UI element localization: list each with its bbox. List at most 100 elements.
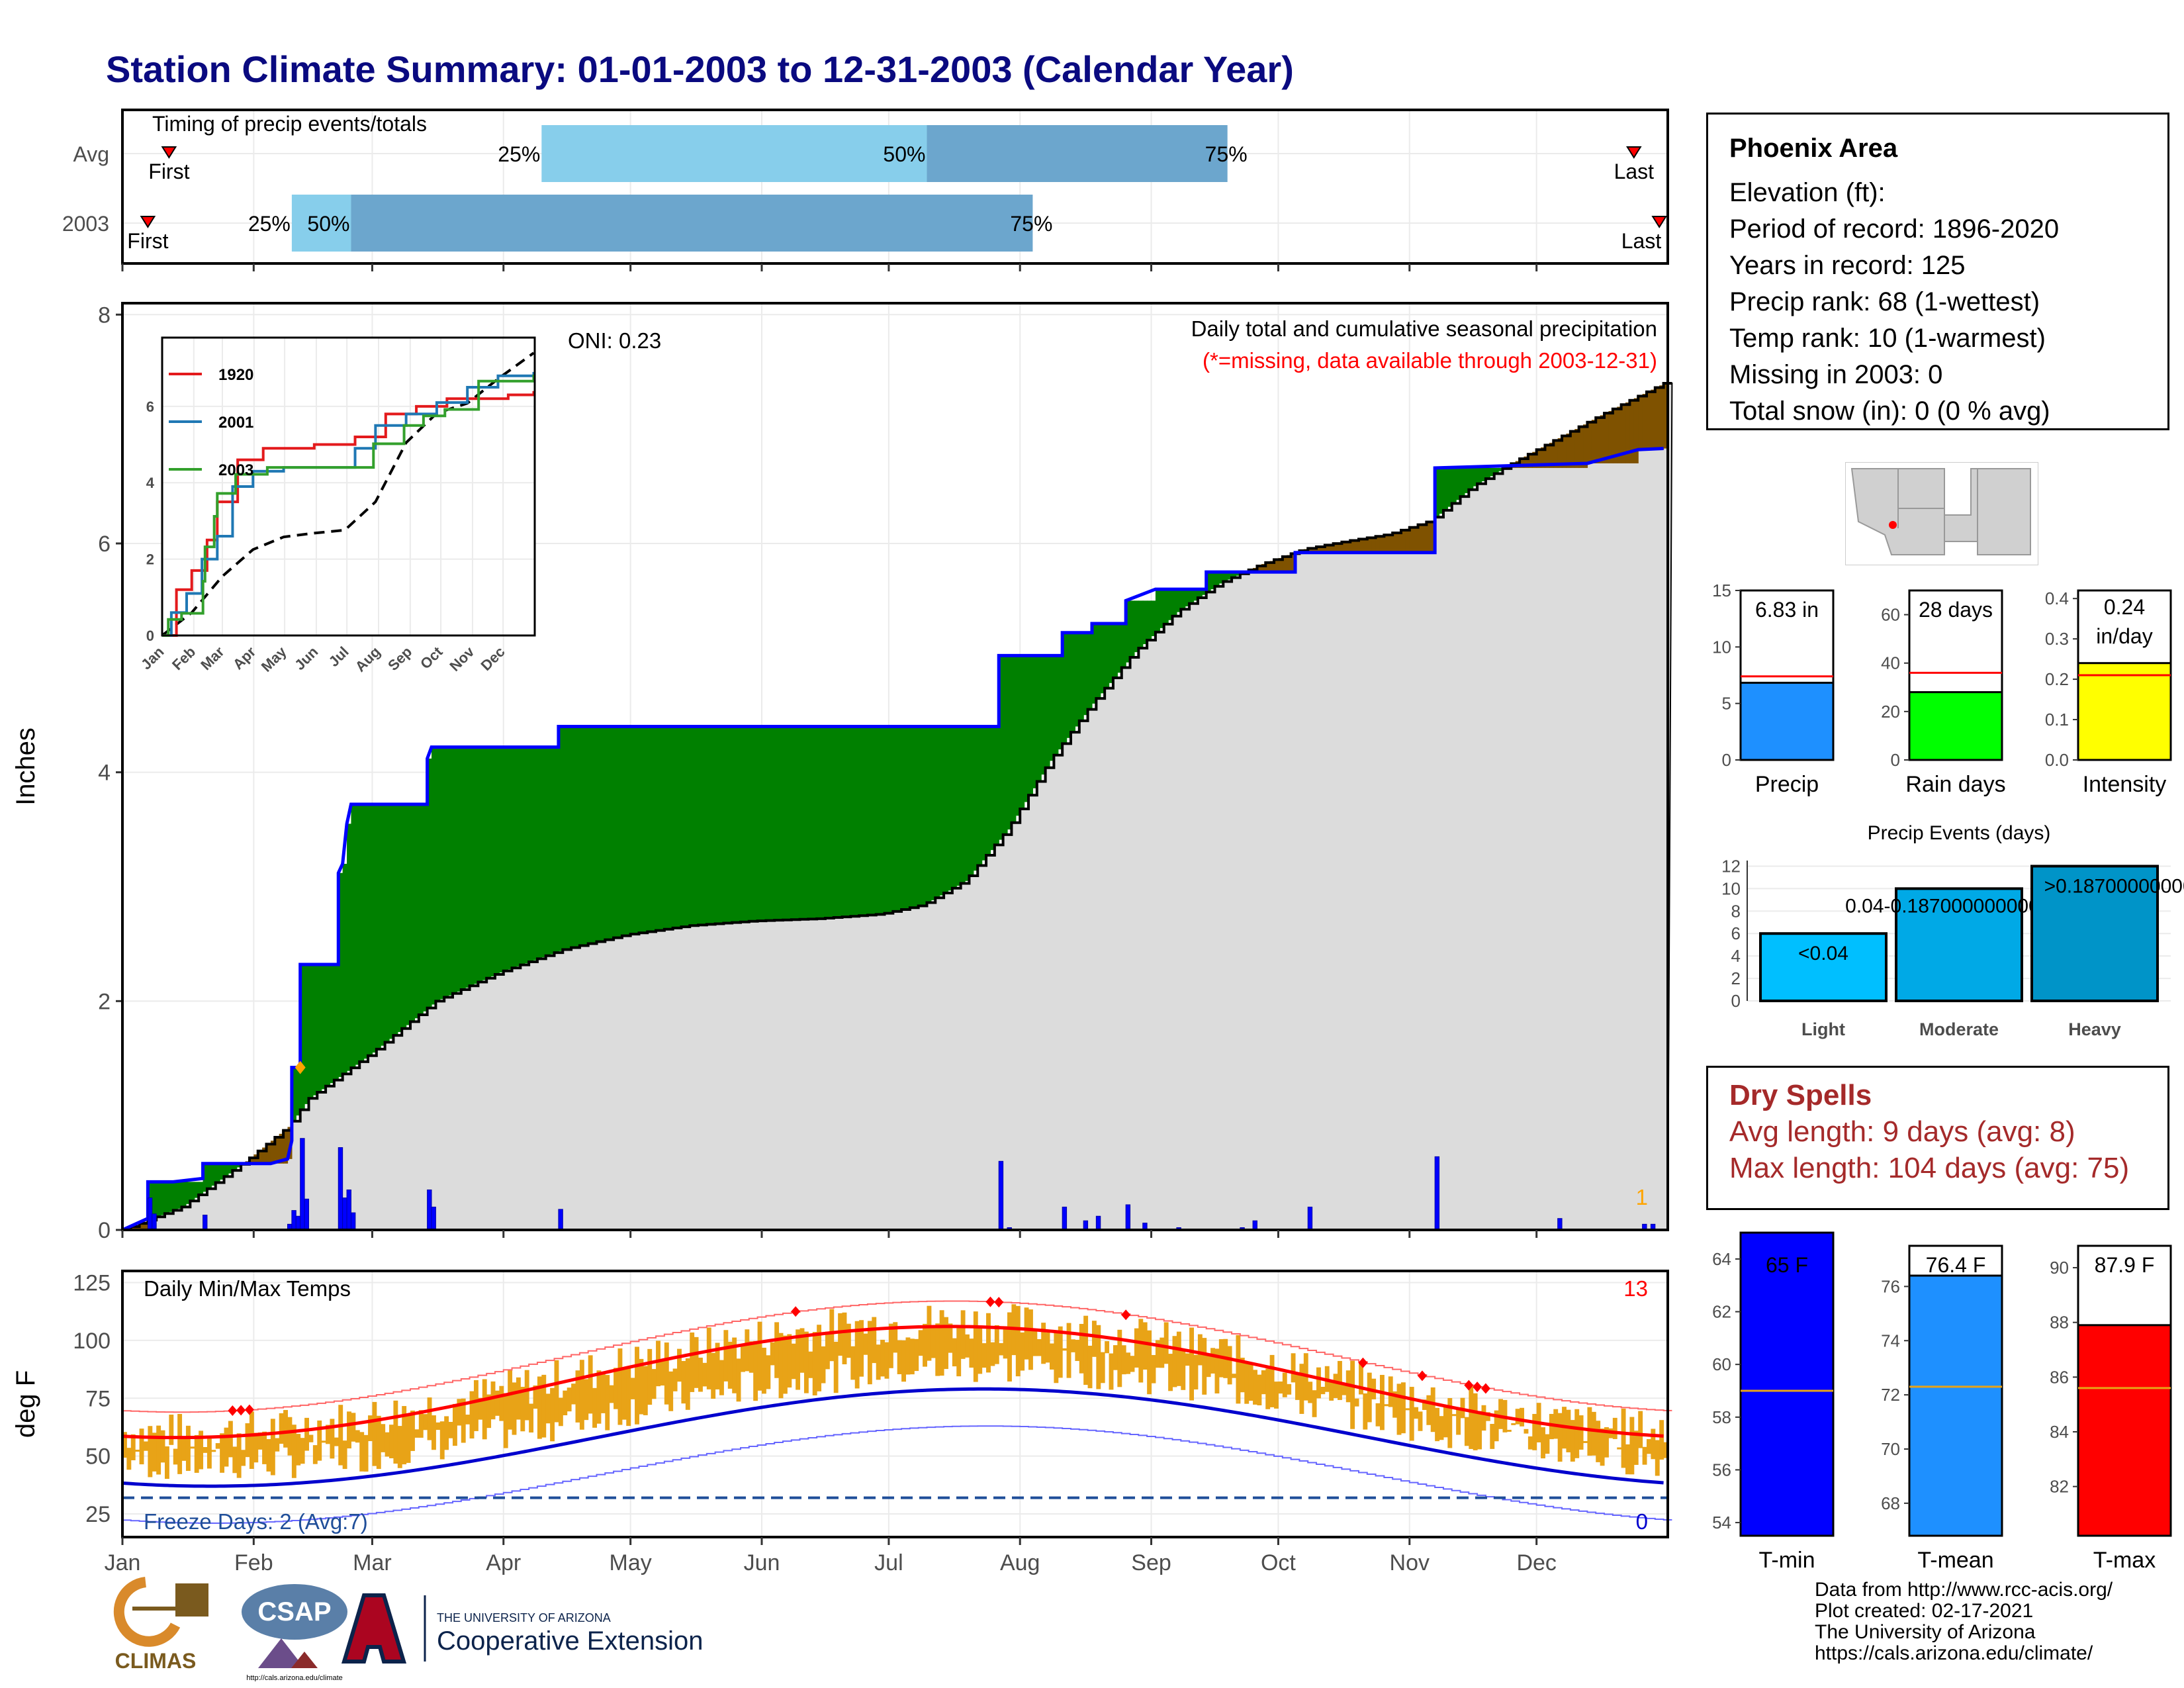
above-normal-fill	[448, 747, 453, 996]
precip-events-chart: Precip Events (days) 0 2 4 6 8 10 12 <0.04 Light 0…	[1681, 814, 2184, 1053]
station-name: Phoenix Area	[1729, 134, 1898, 163]
above-normal-fill	[355, 804, 360, 1065]
above-normal-fill	[372, 804, 377, 1053]
above-normal-fill	[1003, 655, 1008, 835]
daily-temp-bar	[850, 1346, 856, 1380]
daily-temp-bar	[859, 1320, 864, 1377]
month-label: Mar	[353, 1550, 392, 1575]
above-normal-fill	[939, 726, 944, 896]
record-high-marker	[1473, 1382, 1482, 1393]
above-normal-fill	[1460, 467, 1465, 497]
below-normal-fill	[1578, 426, 1584, 468]
above-normal-fill	[1091, 623, 1097, 704]
daily-temp-bar	[469, 1391, 475, 1439]
daily-temp-bar	[723, 1330, 729, 1382]
above-normal-fill	[668, 726, 674, 929]
below-normal-fill	[1659, 385, 1664, 450]
missing-count: 1	[1636, 1185, 1648, 1209]
above-normal-fill	[799, 726, 805, 919]
daily-precip-bar	[203, 1215, 208, 1231]
above-normal-fill	[1109, 623, 1114, 683]
daily-temp-bar	[152, 1432, 157, 1472]
daily-temp-bar	[635, 1346, 639, 1425]
daily-temp-bar	[1121, 1345, 1126, 1375]
daily-temp-bar	[727, 1341, 733, 1389]
below-normal-fill	[1642, 394, 1647, 450]
above-normal-fill	[465, 747, 471, 988]
above-normal-fill	[884, 726, 889, 914]
above-normal-fill	[588, 726, 593, 944]
below-normal-fill	[1430, 520, 1435, 553]
above-normal-fill	[351, 804, 356, 1068]
info-period: Period of record: 1896-2020	[1729, 214, 2060, 244]
above-normal-fill	[901, 726, 907, 910]
month-label: Nov	[1390, 1550, 1430, 1575]
above-normal-fill	[1185, 589, 1190, 607]
daily-temp-bar	[1282, 1372, 1287, 1397]
above-normal-fill	[1054, 655, 1059, 755]
summary-value-unit: in/day	[2096, 624, 2152, 648]
daily-temp-bar	[1578, 1415, 1584, 1450]
daily-temp-bar	[1015, 1305, 1021, 1377]
daily-temp-bar	[385, 1432, 390, 1457]
daily-temp-bar	[821, 1346, 826, 1383]
above-normal-fill	[711, 726, 716, 924]
station-location-marker	[1889, 521, 1897, 529]
daily-temp-bar	[732, 1337, 737, 1393]
above-normal-fill	[1494, 467, 1499, 474]
above-normal-fill	[1032, 655, 1038, 788]
above-normal-fill	[723, 726, 729, 923]
credit-data-source: Data from http://www.rcc-acis.org/	[1815, 1579, 2113, 1601]
daily-temp-bar	[774, 1322, 780, 1378]
below-normal-fill	[1426, 522, 1432, 553]
above-normal-fill	[304, 964, 310, 1104]
above-normal-fill	[1147, 600, 1152, 641]
daily-temp-bar	[1329, 1382, 1334, 1401]
above-normal-fill	[1007, 655, 1013, 830]
summary-bar	[1739, 681, 1835, 761]
timing-bar-q1	[291, 195, 351, 252]
above-normal-fill	[859, 726, 864, 916]
daily-temp-bar	[1384, 1404, 1389, 1407]
below-normal-fill	[1549, 442, 1554, 468]
daily-temp-bar	[1253, 1370, 1257, 1405]
daily-temp-bar	[1524, 1429, 1529, 1434]
timing-p25-label: 25%	[498, 142, 540, 166]
precip-y-tick-label: 4	[98, 761, 111, 786]
daily-temp-bar	[1041, 1323, 1046, 1364]
above-normal-fill	[317, 964, 322, 1093]
daily-precip-bar	[998, 1160, 1004, 1231]
above-normal-fill	[651, 726, 657, 931]
last-event-label: Last	[1621, 229, 1662, 253]
daily-temp-bar	[1490, 1424, 1495, 1449]
inset-series-line	[162, 391, 535, 637]
info-missing: Missing in 2003: 0	[1729, 360, 1943, 389]
daily-precip-bar	[1083, 1220, 1089, 1231]
above-normal-fill	[960, 726, 966, 884]
daily-temp-bar	[677, 1348, 682, 1382]
month-label: Dec	[1516, 1550, 1556, 1575]
summary-tick-label: 88	[2050, 1313, 2069, 1333]
daily-temp-bar	[711, 1352, 716, 1399]
below-normal-fill	[1396, 531, 1402, 553]
above-normal-fill	[579, 726, 584, 946]
daily-temp-bar	[1647, 1439, 1651, 1454]
daily-temp-bar	[1617, 1447, 1622, 1450]
daily-temp-bar	[503, 1393, 508, 1448]
daily-precip-bar	[304, 1198, 309, 1231]
above-normal-fill	[520, 747, 525, 965]
below-normal-fill	[1604, 413, 1610, 463]
daily-temp-bar	[1520, 1407, 1524, 1427]
credit-university: The University of Arizona	[1815, 1621, 2036, 1643]
below-normal-fill	[1345, 541, 1351, 553]
daily-temp-bar	[156, 1425, 161, 1475]
above-normal-fill	[803, 726, 809, 919]
daily-precip-bar	[431, 1206, 436, 1231]
daily-temp-bar	[1591, 1411, 1596, 1456]
daily-temp-bar	[706, 1327, 711, 1389]
above-normal-fill	[838, 726, 843, 917]
above-normal-fill	[1473, 467, 1478, 487]
above-normal-fill	[1435, 467, 1440, 518]
above-normal-fill	[672, 726, 678, 928]
daily-precip-bar	[300, 1138, 305, 1231]
